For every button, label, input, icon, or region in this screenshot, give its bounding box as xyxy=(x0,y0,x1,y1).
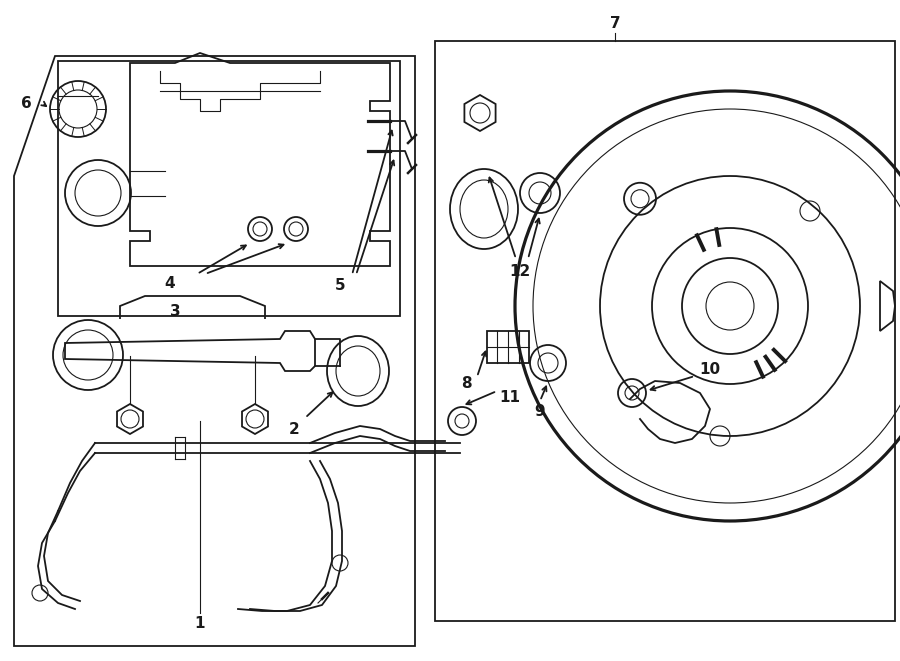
Text: 6: 6 xyxy=(21,95,32,110)
Bar xyxy=(435,41,895,621)
Bar xyxy=(58,61,400,316)
Text: 7: 7 xyxy=(609,15,620,30)
Text: 10: 10 xyxy=(699,362,721,377)
Text: 3: 3 xyxy=(170,303,180,319)
Text: 12: 12 xyxy=(509,264,531,278)
Text: 11: 11 xyxy=(500,389,520,405)
Text: 2: 2 xyxy=(289,422,300,436)
Text: 8: 8 xyxy=(461,375,472,391)
Text: 5: 5 xyxy=(335,278,346,293)
Text: 1: 1 xyxy=(194,615,205,631)
Text: 4: 4 xyxy=(165,276,176,290)
Text: 9: 9 xyxy=(535,403,545,418)
Bar xyxy=(487,331,529,363)
